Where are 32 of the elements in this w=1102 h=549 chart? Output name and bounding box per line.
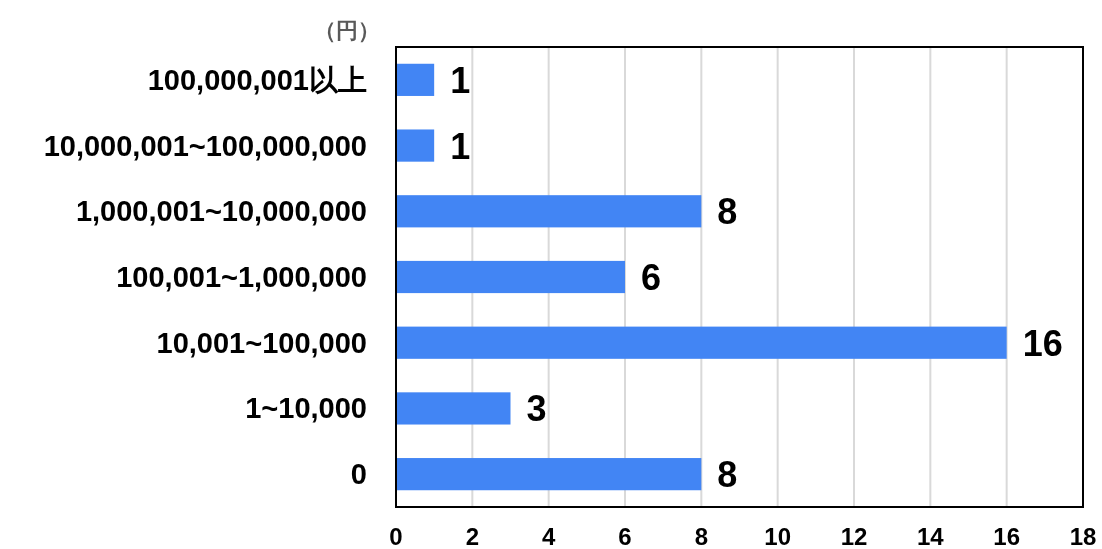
y-tick-label: 10,000,001~100,000,000 [43, 129, 367, 162]
bar [396, 63, 435, 96]
data-label: 1 [450, 125, 471, 167]
y-tick-label: 1,000,001~10,000,000 [75, 195, 367, 228]
bar [396, 326, 1007, 359]
data-label: 6 [641, 257, 662, 298]
bar [396, 392, 511, 425]
x-tick-label: 16 [993, 523, 1021, 549]
x-tick-label: 12 [840, 523, 868, 549]
y-tick-label: 1~10,000 [245, 392, 367, 425]
x-tick-label: 14 [916, 523, 945, 549]
y-tick-label: 0 [350, 458, 367, 491]
data-label: 16 [1022, 322, 1063, 364]
y-tick-label: 100,001~1,000,000 [116, 261, 367, 293]
x-tick-label: 8 [694, 523, 709, 549]
bar [396, 458, 702, 491]
data-label: 1 [450, 59, 471, 101]
bar [396, 260, 625, 294]
y-tick-label: 100,000,001以上 [147, 63, 367, 96]
data-label: 8 [717, 454, 738, 496]
x-tick-label: 0 [389, 523, 403, 549]
y-axis-title: （円） [314, 18, 380, 43]
x-tick-label: 6 [618, 523, 632, 549]
x-tick-label: 4 [541, 523, 556, 549]
bar [396, 129, 435, 162]
x-tick-label: 10 [764, 523, 792, 549]
x-tick-label: 18 [1069, 523, 1097, 549]
bar [396, 195, 702, 228]
data-label: 8 [717, 191, 738, 233]
y-tick-label: 10,001~100,000 [156, 326, 367, 359]
data-label: 3 [526, 388, 547, 430]
x-tick-label: 2 [465, 523, 480, 549]
